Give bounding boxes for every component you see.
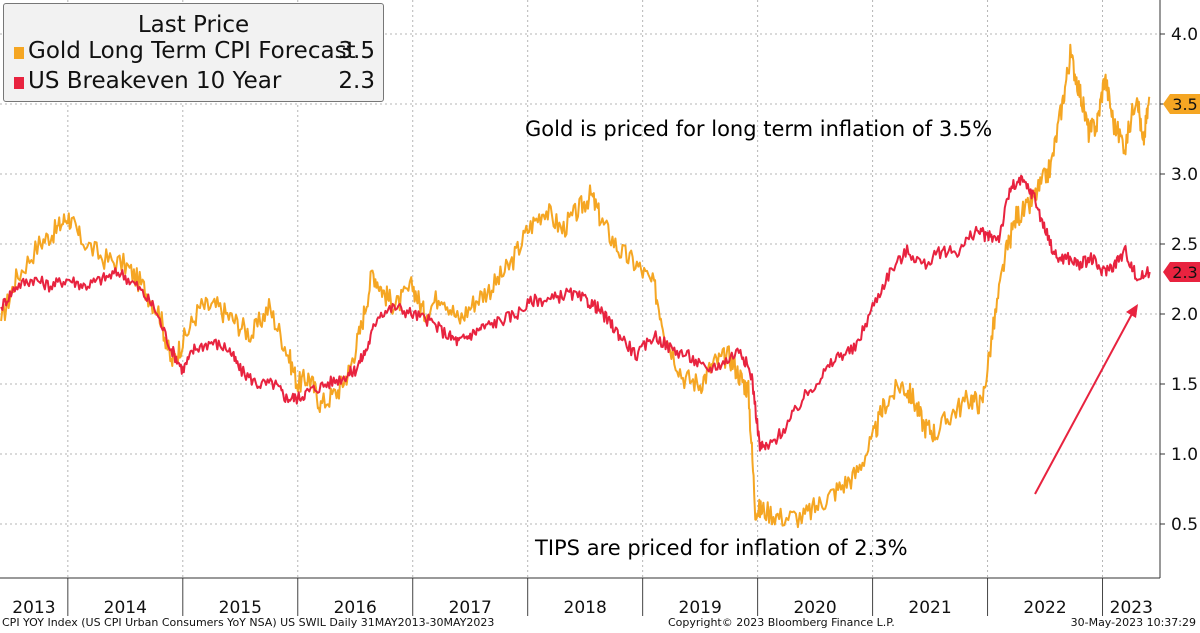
legend-title: Last Price — [137, 12, 250, 38]
series-line-gold — [0, 43, 1151, 529]
y-tick-label: 1.0 — [1171, 445, 1198, 465]
y-tick-label: 3.0 — [1171, 165, 1198, 185]
annotation-tips: TIPS are priced for inflation of 2.3% — [535, 536, 908, 560]
x-tick-label: 2016 — [334, 598, 377, 618]
x-tick-label: 2021 — [908, 598, 951, 618]
footer-source: CPI YOY Index (US CPI Urban Consumers Yo… — [2, 616, 495, 629]
last-value-markers: 3.5 2.3 — [1163, 94, 1200, 282]
y-tick-label: 1.5 — [1171, 375, 1198, 395]
y-tick-label: 2.5 — [1171, 235, 1198, 255]
x-tick-label: 2020 — [793, 598, 836, 618]
x-tick-label: 2022 — [1023, 598, 1066, 618]
arrow-head — [1126, 304, 1138, 318]
legend-value-gold: 3.5 — [338, 38, 375, 64]
legend: Last Price Gold Long Term CPI Forecast 3… — [3, 3, 384, 102]
x-tick-label: 2019 — [679, 598, 722, 618]
legend-swatch-breakeven — [14, 77, 24, 89]
last-value-tag-gold: 3.5 — [1163, 94, 1200, 114]
annotation-gold: Gold is priced for long term inflation o… — [525, 117, 993, 141]
y-tick-label: 0.5 — [1171, 515, 1198, 535]
x-tick-label: 2015 — [219, 598, 262, 618]
x-tick-label: 2023 — [1110, 598, 1153, 618]
series-lines — [0, 43, 1151, 529]
legend-value-breakeven: 2.3 — [338, 68, 375, 94]
y-tick-label: 2.0 — [1171, 305, 1198, 325]
trend-arrow — [1034, 304, 1138, 495]
last-value-tag-shape — [1163, 94, 1200, 114]
last-value-tag-shape — [1163, 262, 1200, 282]
footer-copyright: Copyright© 2023 Bloomberg Finance L.P. — [668, 616, 895, 629]
legend-label-gold: Gold Long Term CPI Forecast — [28, 38, 356, 64]
arrow-shaft — [1034, 311, 1134, 495]
x-tick-label: 2014 — [104, 598, 147, 618]
x-tick-label: 2017 — [449, 598, 492, 618]
footer-timestamp: 30-May-2023 10:37:29 — [1070, 616, 1196, 629]
axes: 0.5 1.0 1.5 2.0 2.5 3.0 3.5 4.0 2013 2014 2015 2016… — [0, 0, 1198, 618]
last-value-tag-breakeven: 2.3 — [1163, 262, 1200, 282]
series-line-breakeven — [0, 174, 1151, 452]
last-value-tag-label: 2.3 — [1172, 263, 1197, 282]
legend-swatch-gold — [14, 47, 24, 59]
y-tick-label: 4.0 — [1171, 25, 1198, 45]
x-tick-label: 2018 — [564, 598, 607, 618]
legend-label-breakeven: US Breakeven 10 Year — [28, 68, 282, 94]
legend-item-breakeven: US Breakeven 10 Year 2.3 — [14, 68, 375, 98]
legend-item-gold: Gold Long Term CPI Forecast 3.5 — [14, 38, 375, 68]
last-value-tag-label: 3.5 — [1172, 95, 1197, 114]
x-tick-label: 2013 — [12, 598, 55, 618]
